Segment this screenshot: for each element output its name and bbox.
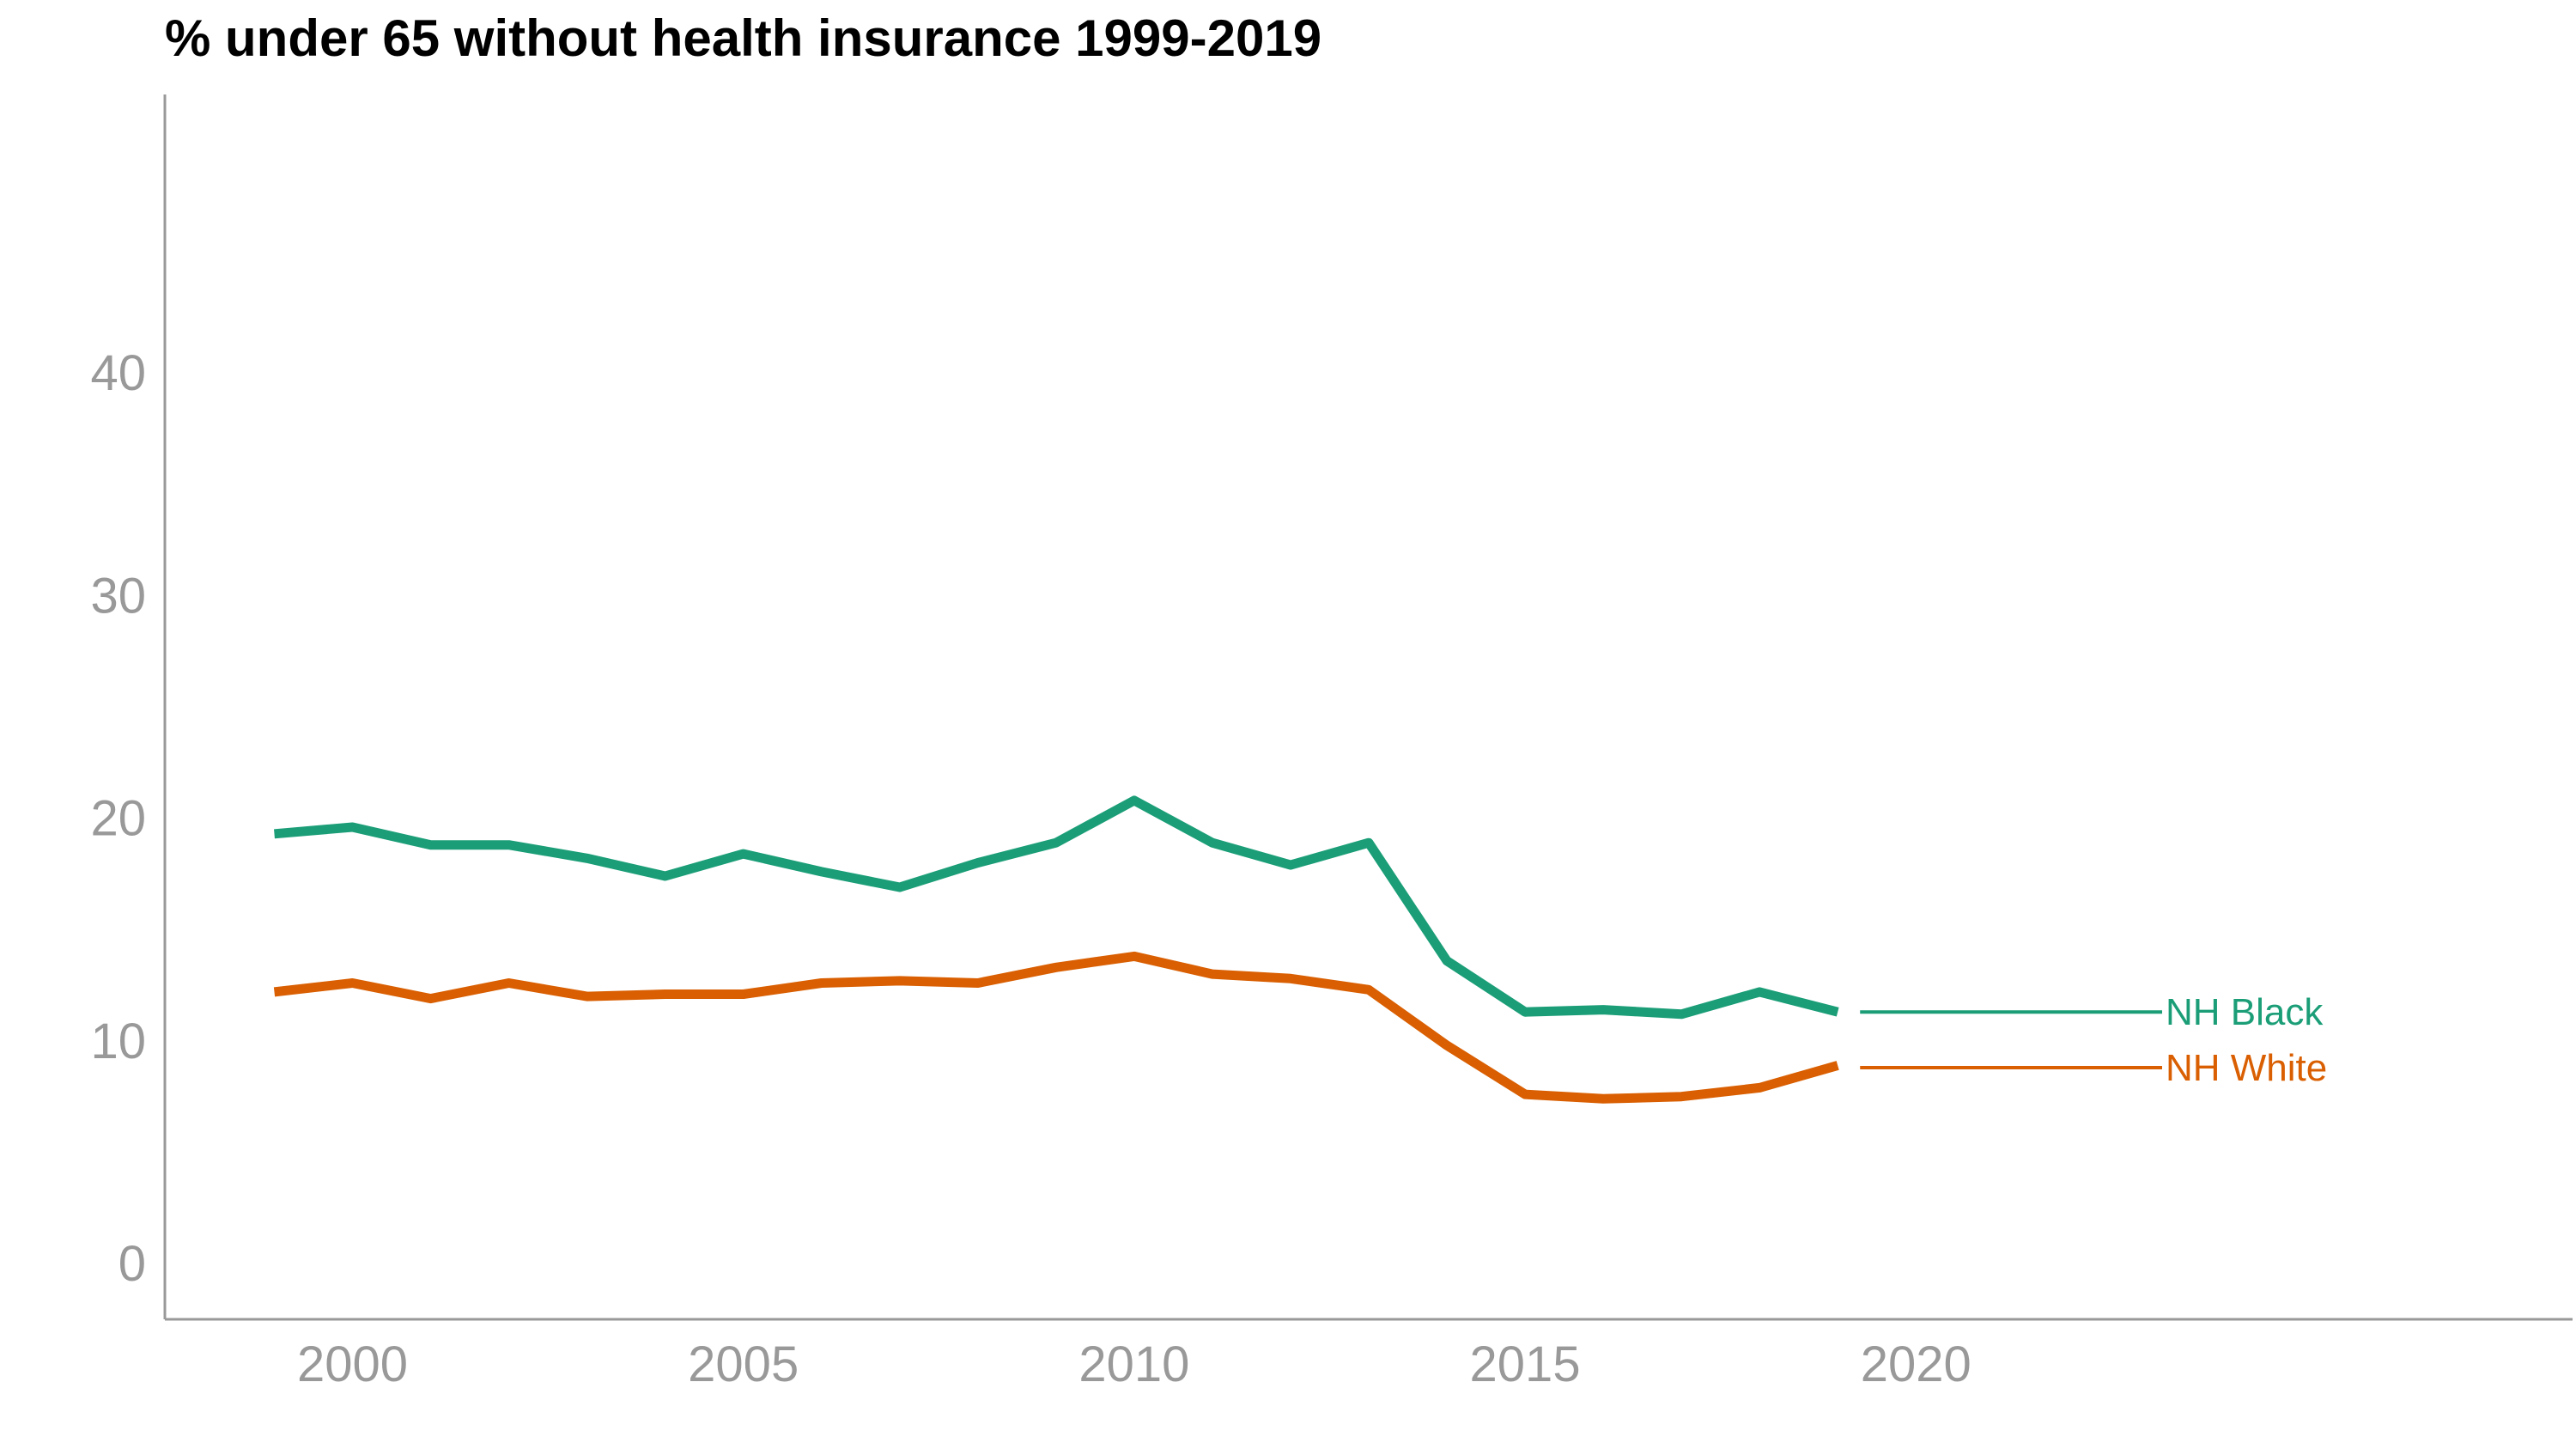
axes [163,94,2573,1321]
chart-title: % under 65 without health insurance 1999… [165,9,1322,67]
series-labels: NH Black NH White [1860,991,2327,1089]
y-tick-label: 30 [90,568,146,624]
x-tick-label: 2015 [1470,1336,1581,1392]
series-line-nh-white [273,951,1839,1104]
x-tick-label: 2020 [1861,1336,1971,1392]
x-tick-label: 2005 [688,1336,799,1392]
y-axis-ticks: 0 10 20 30 40 [90,345,146,1292]
y-tick-label: 10 [90,1014,146,1069]
series-line-nh-black [274,795,1839,1020]
series-lines [273,795,1839,1104]
x-axis-ticks: 2000 2005 2010 2015 2020 [297,1336,1971,1392]
x-tick-label: 2010 [1078,1336,1189,1392]
x-tick-label: 2000 [297,1336,408,1392]
y-tick-label: 20 [90,791,146,847]
y-tick-label: 40 [90,345,146,401]
series-label-nh-black: NH Black [2166,991,2324,1033]
series-label-nh-white: NH White [2166,1047,2327,1089]
y-tick-label: 0 [118,1236,146,1292]
